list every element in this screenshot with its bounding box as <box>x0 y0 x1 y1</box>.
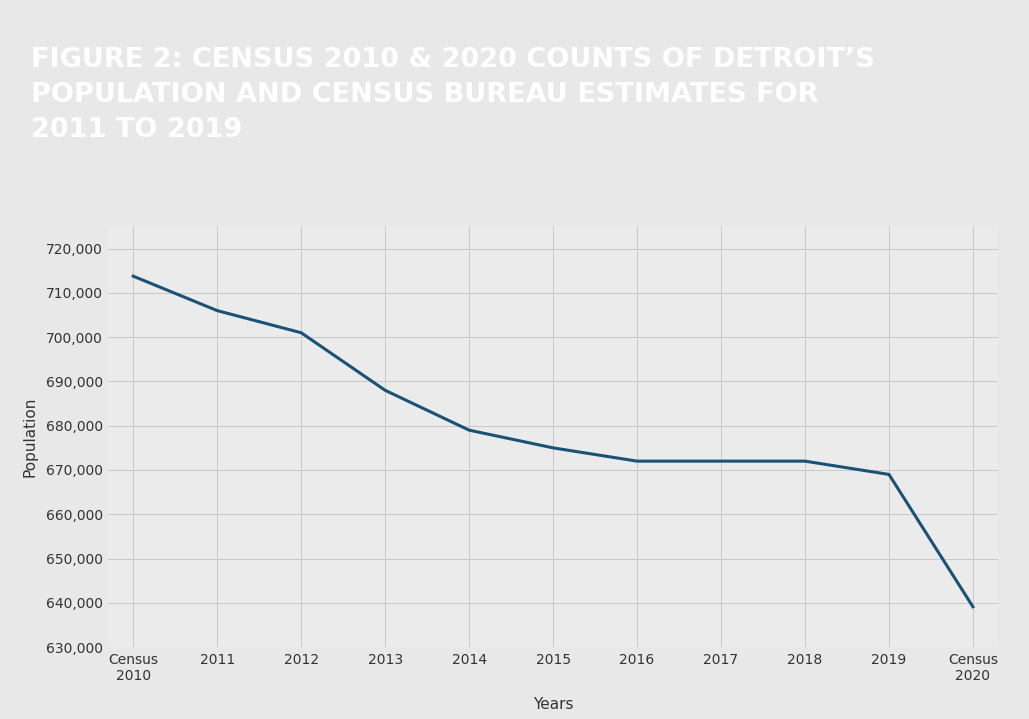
Text: FIGURE 2: CENSUS 2010 & 2020 COUNTS OF DETROIT’S
POPULATION AND CENSUS BUREAU ES: FIGURE 2: CENSUS 2010 & 2020 COUNTS OF D… <box>31 47 875 143</box>
X-axis label: Years: Years <box>533 697 573 712</box>
Y-axis label: Population: Population <box>23 397 38 477</box>
